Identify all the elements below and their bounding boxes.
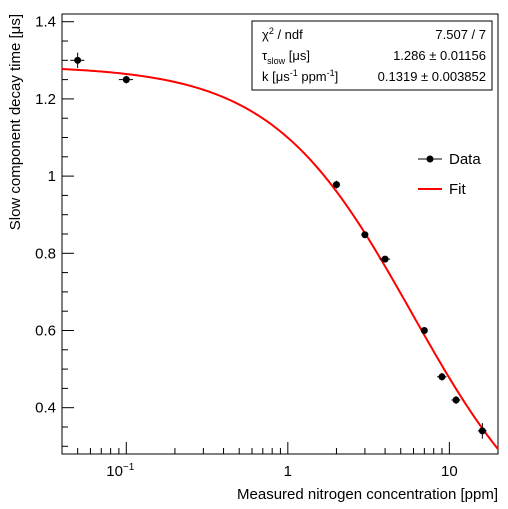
stats-chi2-label-sup: 2 — [269, 26, 274, 36]
data-point — [451, 396, 461, 404]
legend-data-label: Data — [449, 151, 481, 168]
stats-k-label: k [μs-1 ppm-1] — [262, 68, 338, 84]
stats-box-frame — [251, 20, 493, 91]
data-point — [332, 180, 340, 189]
stats-tau-value: 1.286 ± 0.01156 — [393, 48, 486, 63]
x-axis-title: Measured nitrogen concentration [ppm] — [237, 486, 498, 503]
fit-curve — [61, 68, 499, 450]
data-point — [477, 423, 487, 439]
stats-tau-label-rest: [μs] — [285, 48, 310, 63]
x-axis: 10−1 1 10 — [61, 442, 499, 480]
stats-box: χ2 / ndf 7.507 / 7 τslow [μs] 1.286 ± 0.… — [251, 20, 493, 91]
x-tick-exponent: −1 — [123, 462, 135, 473]
y-tick-label: 0.8 — [35, 245, 56, 262]
legend: Data Fit — [418, 151, 481, 198]
data-marker — [332, 181, 340, 189]
y-tick-label: 0.6 — [35, 322, 56, 339]
stats-tau-label-base: τ — [262, 48, 268, 63]
legend-data-marker — [426, 155, 434, 163]
data-point — [379, 255, 391, 263]
stats-k-label-sup2: -1 — [327, 68, 335, 78]
data-marker — [361, 231, 369, 239]
data-points — [70, 52, 487, 439]
data-marker — [420, 326, 428, 334]
data-marker — [381, 255, 389, 263]
stats-k-label-sup1: -1 — [290, 68, 298, 78]
stats-k-label-c: ] — [335, 69, 339, 84]
data-marker — [122, 76, 130, 84]
data-marker — [452, 396, 460, 404]
data-point — [437, 372, 447, 381]
stats-chi2-label-base: χ — [262, 27, 269, 42]
legend-fit-label: Fit — [449, 181, 466, 198]
stats-k-label-a: k [μs — [262, 69, 290, 84]
stats-chi2-label: χ2 / ndf — [262, 26, 303, 42]
data-point — [420, 326, 428, 334]
y-tick-label: 1.2 — [35, 91, 56, 108]
x-tick-label: 10−1 — [106, 462, 135, 480]
data-marker — [438, 373, 446, 381]
data-point — [118, 75, 133, 84]
data-point — [70, 52, 85, 69]
y-tick-label: 0.4 — [35, 400, 56, 417]
stats-k-value: 0.1319 ± 0.003852 — [378, 69, 486, 84]
x-tick-label: 10 — [441, 463, 458, 480]
y-axis-title: Slow component decay time [μs] — [7, 14, 24, 230]
y-tick-label: 1.4 — [35, 14, 56, 31]
data-marker — [74, 56, 82, 64]
data-marker — [478, 427, 486, 435]
y-tick-label: 1 — [48, 168, 56, 185]
stats-tau-label-sub: slow — [267, 56, 286, 66]
stats-chi2-label-rest: / ndf — [274, 27, 303, 42]
x-tick-label: 1 — [284, 463, 292, 480]
stats-k-label-b: ppm — [298, 69, 327, 84]
data-point — [361, 231, 369, 239]
stats-tau-label: τslow [μs] — [262, 48, 310, 66]
stats-chi2-value: 7.507 / 7 — [435, 27, 486, 42]
y-axis: 0.4 0.6 0.8 1 1.2 1.4 — [35, 14, 74, 447]
